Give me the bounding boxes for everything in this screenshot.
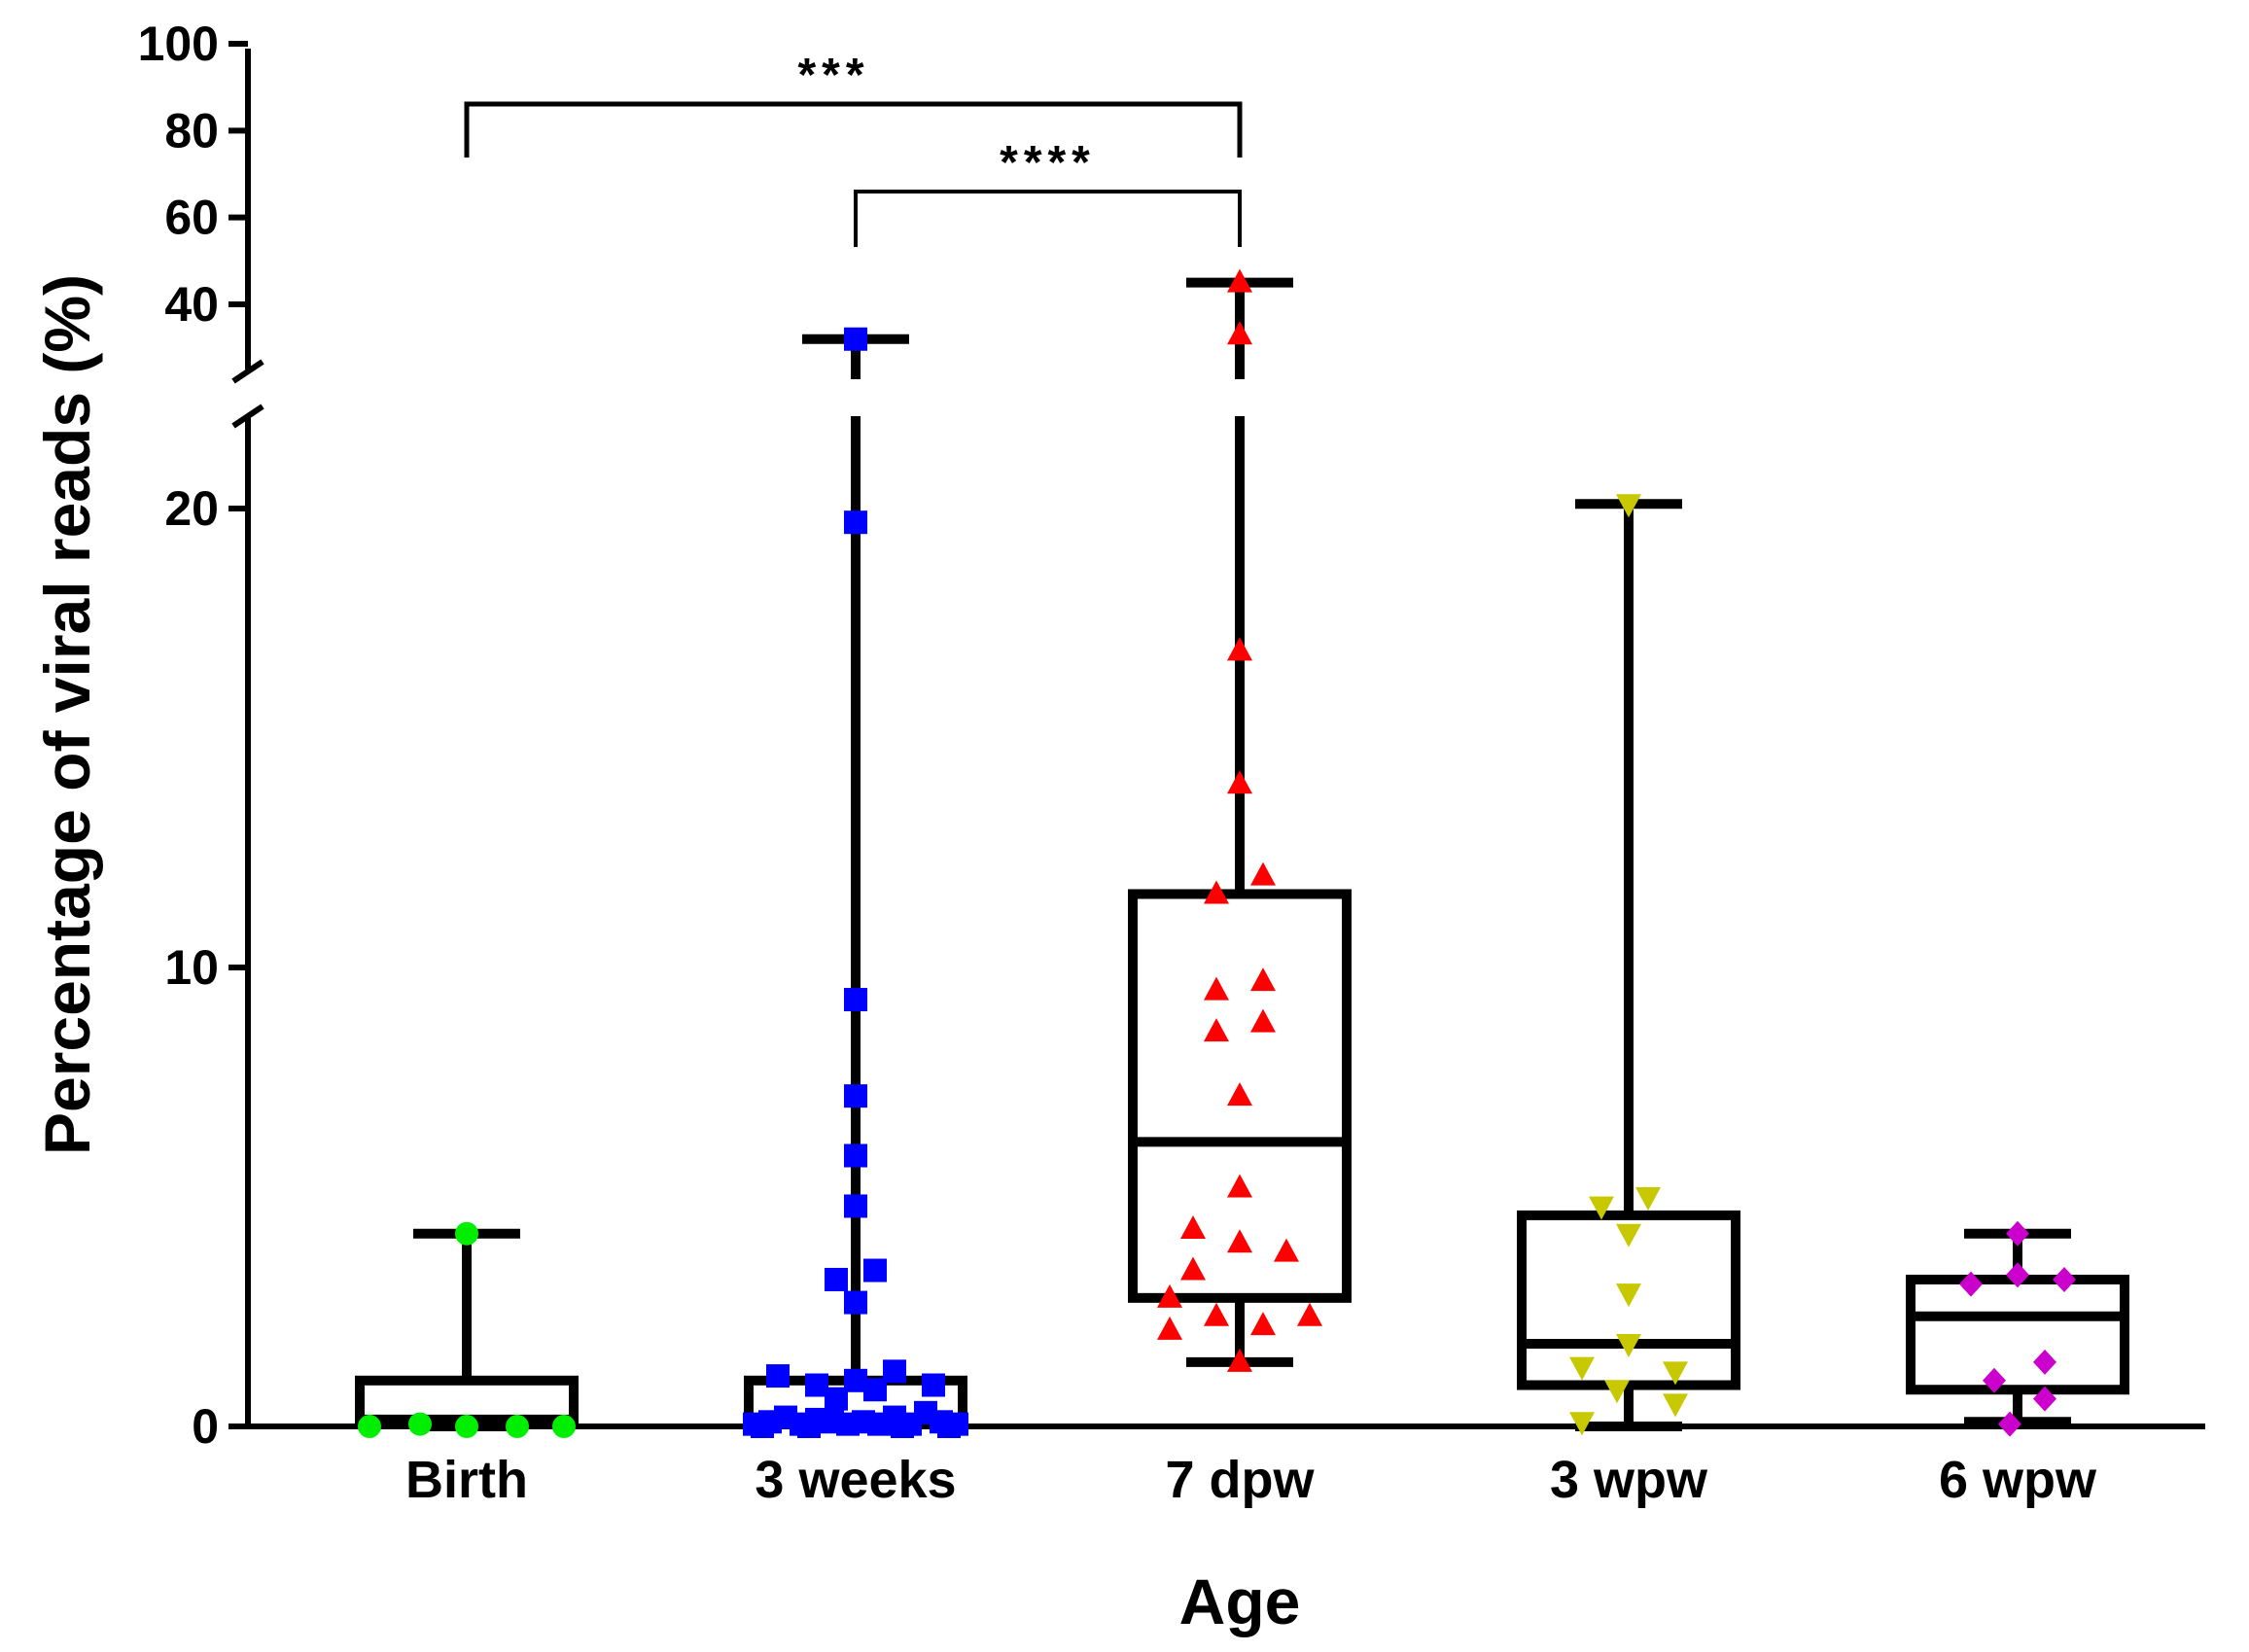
point-7-dpw xyxy=(1250,967,1276,992)
point-3-wpw xyxy=(1616,1223,1641,1248)
y-tick-label: 20 xyxy=(164,481,219,536)
point-3-weeks xyxy=(844,1084,867,1108)
point-3-weeks xyxy=(797,1415,821,1438)
point-3-weeks xyxy=(844,327,867,351)
x-axis-title: Age xyxy=(1179,1565,1301,1637)
point-6-wpw xyxy=(1983,1367,2006,1393)
y-axis-title: Percentage of viral reads (%) xyxy=(31,274,103,1155)
point-6-wpw xyxy=(2033,1386,2056,1412)
point-birth xyxy=(358,1415,381,1438)
y-tick-label: 60 xyxy=(164,191,219,245)
point-3-wpw xyxy=(1569,1412,1595,1436)
point-6-wpw xyxy=(2053,1266,2076,1292)
point-7-dpw xyxy=(1227,770,1252,794)
point-6-wpw xyxy=(2033,1349,2056,1375)
point-7-dpw xyxy=(1250,1008,1276,1033)
x-tick-label: 3 weeks xyxy=(755,1451,956,1509)
y-tick-label: 100 xyxy=(138,17,219,71)
significance-brackets: ******* xyxy=(464,50,1243,247)
point-3-weeks xyxy=(751,1415,774,1438)
point-3-weeks xyxy=(863,1258,887,1283)
box-1 xyxy=(355,1228,579,1431)
point-3-weeks xyxy=(766,1364,790,1388)
point-3-weeks xyxy=(844,988,867,1012)
point-3-wpw xyxy=(1569,1356,1595,1381)
point-7-dpw xyxy=(1227,1174,1252,1198)
point-3-weeks xyxy=(825,1387,848,1411)
point-3-weeks xyxy=(844,1194,867,1218)
boxes xyxy=(355,277,2129,1431)
point-7-dpw xyxy=(1227,1082,1252,1107)
point-birth xyxy=(506,1415,529,1438)
point-3-weeks xyxy=(825,1267,848,1291)
point-3-wpw xyxy=(1663,1393,1688,1418)
point-7-dpw xyxy=(1180,1215,1206,1240)
axis-break-mark-bottom xyxy=(231,404,264,429)
y-tick-label: 10 xyxy=(164,940,219,995)
point-7-dpw xyxy=(1157,1283,1182,1308)
x-tick-label: 7 dpw xyxy=(1165,1451,1315,1509)
box-5 xyxy=(1906,1228,2129,1427)
data-points xyxy=(358,268,2076,1438)
point-7-dpw xyxy=(1227,268,1252,293)
point-3-weeks xyxy=(863,1378,887,1402)
point-7-dpw xyxy=(1297,1302,1322,1326)
point-3-wpw xyxy=(1616,1283,1641,1308)
point-7-dpw xyxy=(1204,880,1229,904)
point-3-weeks xyxy=(937,1415,961,1438)
point-6-wpw xyxy=(1998,1411,2021,1437)
x-ticks: Birth 3 weeks 7 dpw 3 wpw 6 wpw xyxy=(405,1451,2097,1509)
point-7-dpw xyxy=(1157,1316,1182,1340)
iqr-box xyxy=(1906,1274,2129,1395)
point-7-dpw xyxy=(1227,1348,1252,1372)
significance-label: *** xyxy=(797,50,869,101)
point-6-wpw xyxy=(2006,1262,2029,1288)
point-7-dpw xyxy=(1227,637,1252,661)
point-7-dpw xyxy=(1274,1238,1299,1262)
x-tick-label: Birth xyxy=(405,1451,528,1509)
y-tick-label: 80 xyxy=(164,103,219,158)
point-birth xyxy=(455,1221,478,1246)
point-7-dpw xyxy=(1250,861,1276,886)
point-3-wpw xyxy=(1616,494,1641,518)
point-7-dpw xyxy=(1204,1302,1229,1326)
axis-break-mark-top xyxy=(231,359,264,384)
point-7-dpw xyxy=(1204,1018,1229,1042)
point-birth xyxy=(552,1415,576,1438)
x-tick-label: 3 wpw xyxy=(1550,1451,1708,1509)
point-6-wpw xyxy=(2006,1220,2029,1247)
point-3-wpw xyxy=(1663,1361,1688,1386)
point-birth xyxy=(408,1412,432,1436)
box-3 xyxy=(1128,277,1352,1367)
point-3-weeks xyxy=(844,1143,867,1168)
point-3-weeks xyxy=(844,510,867,535)
y-tick-label: 40 xyxy=(164,277,219,332)
point-3-weeks xyxy=(922,1373,945,1397)
x-tick-label: 6 wpw xyxy=(1939,1451,2097,1509)
point-7-dpw xyxy=(1180,1256,1206,1281)
point-3-wpw xyxy=(1604,1380,1630,1404)
axes xyxy=(231,49,2205,1429)
significance-bracket xyxy=(464,101,1243,158)
point-6-wpw xyxy=(1959,1271,1983,1297)
point-3-wpw xyxy=(1589,1196,1614,1220)
point-7-dpw xyxy=(1204,976,1229,1001)
point-3-wpw xyxy=(1635,1187,1661,1211)
point-birth xyxy=(455,1415,478,1438)
point-7-dpw xyxy=(1227,1229,1252,1253)
significance-label: **** xyxy=(1000,137,1096,189)
point-7-dpw xyxy=(1227,321,1252,345)
point-3-weeks xyxy=(844,1290,867,1315)
box-2 xyxy=(744,334,967,1431)
iqr-box xyxy=(1517,1210,1740,1390)
point-3-weeks xyxy=(891,1415,914,1438)
point-3-wpw xyxy=(1616,1334,1641,1358)
point-7-dpw xyxy=(1250,1312,1276,1336)
y-ticks: 0 10 20 40 60 80 100 xyxy=(138,17,248,1454)
iqr-box xyxy=(1128,889,1352,1303)
y-tick-label: 0 xyxy=(192,1399,219,1454)
significance-bracket xyxy=(854,190,1242,247)
